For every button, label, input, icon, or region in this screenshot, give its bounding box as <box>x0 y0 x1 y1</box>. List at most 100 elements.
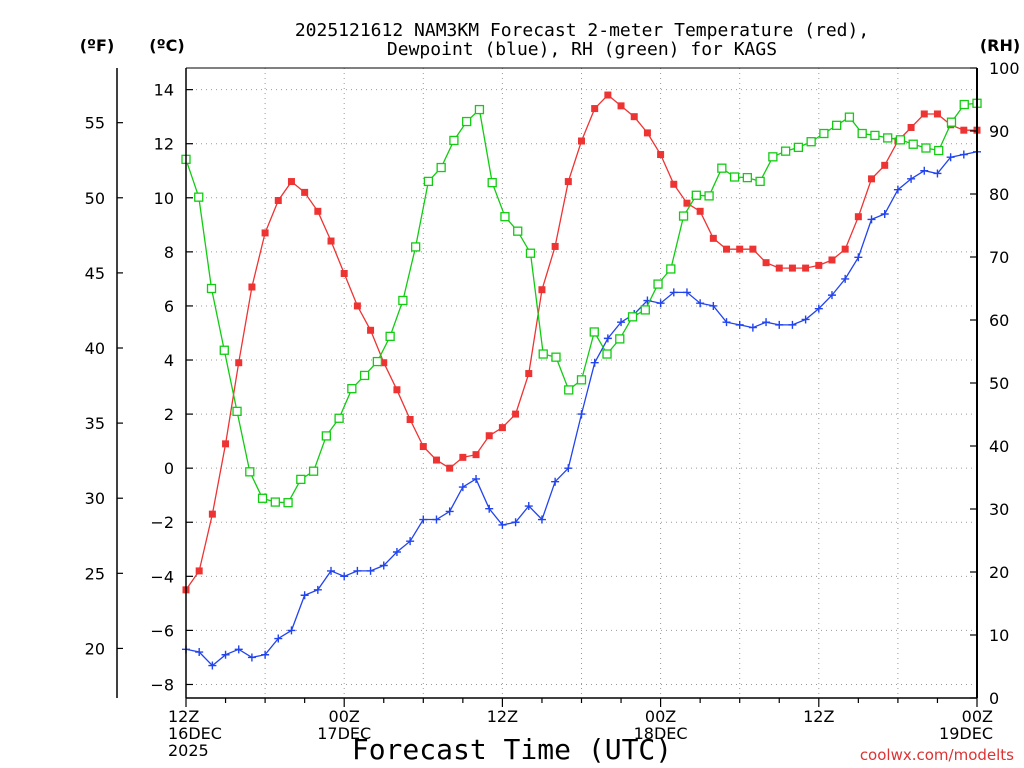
dewpoint-point <box>669 288 678 297</box>
rh-point <box>691 190 701 200</box>
rh-point <box>627 312 638 322</box>
temperature-point <box>907 123 915 131</box>
rh-point <box>245 467 255 477</box>
dewpoint-point <box>195 648 204 657</box>
rh-point <box>704 191 714 201</box>
dewpoint-point <box>313 585 322 594</box>
dewpoint-point <box>208 661 217 670</box>
dewpoint-point <box>537 515 546 524</box>
temperature-point <box>248 283 256 291</box>
rh-point <box>895 135 906 145</box>
dewpoint-point <box>775 320 784 329</box>
dewpoint-point <box>366 566 375 575</box>
series-layer <box>181 91 982 670</box>
dewpoint-point <box>551 477 560 486</box>
rh-point <box>934 145 944 156</box>
temperature-point <box>459 453 467 461</box>
temperature-point <box>868 175 876 183</box>
temperature-point <box>380 359 388 367</box>
celsius-tick-label: 6 <box>164 297 174 316</box>
dewpoint-point <box>814 304 823 313</box>
dewpoint-point <box>867 215 876 224</box>
temperature-point <box>802 264 810 272</box>
rh-point <box>410 242 421 252</box>
rh-point <box>296 474 306 485</box>
x-tick-label: 19DEC <box>939 724 993 743</box>
rh-point <box>347 384 357 394</box>
dewpoint-point <box>419 515 428 524</box>
temperature-point <box>683 199 691 207</box>
dewpoint-point <box>603 334 612 343</box>
dewpoint-point <box>406 537 415 546</box>
rh-point <box>959 99 969 110</box>
temperature-point <box>287 178 295 186</box>
x-axis-label: Forecast Time (UTC) <box>352 733 672 766</box>
temperature-point <box>920 110 928 118</box>
watermark: coolwx.com/modelts <box>860 746 1014 764</box>
rh-series <box>181 98 982 508</box>
temperature-point <box>960 126 968 134</box>
dewpoint-point <box>788 320 797 329</box>
dewpoint-point <box>261 650 270 659</box>
rh-point <box>870 130 880 141</box>
celsius-tick-label: 8 <box>164 243 174 262</box>
rh-tick-label: 100 <box>989 59 1020 78</box>
dewpoint-point <box>617 318 626 327</box>
temperature-point <box>736 245 744 253</box>
temperature-point <box>538 286 546 294</box>
rh-point <box>755 176 765 187</box>
fahrenheit-tick-label: 40 <box>85 339 105 358</box>
temperature-point <box>591 105 599 113</box>
dewpoint-point <box>735 320 744 329</box>
dewpoint-point <box>722 318 731 327</box>
rh-point <box>321 431 331 441</box>
rh-tick-label: 80 <box>989 185 1009 204</box>
dewpoint-point <box>445 507 454 516</box>
rh-point <box>308 466 319 476</box>
rh-point <box>462 116 472 127</box>
temperature-point <box>353 302 361 310</box>
dewpoint-point <box>762 318 771 327</box>
dewpoint-point <box>392 547 401 556</box>
rh-point <box>500 212 510 222</box>
temperature-point <box>564 178 572 186</box>
rh-point <box>538 349 548 359</box>
dewpoint-point <box>564 464 573 473</box>
dewpoint-point <box>827 291 836 300</box>
dewpoint-point <box>709 301 718 310</box>
dewpoint-point <box>498 520 507 529</box>
celsius-tick-label: −6 <box>150 621 174 640</box>
rh-point <box>832 120 842 130</box>
rh-tick-label: 70 <box>989 248 1009 267</box>
dewpoint-point <box>234 645 243 654</box>
rh-point <box>487 178 497 188</box>
temperature-point <box>881 161 889 169</box>
dewpoint-point <box>353 566 362 575</box>
dewpoint-point <box>432 515 441 524</box>
temperature-point <box>617 102 625 110</box>
rh-point <box>474 104 485 115</box>
rh-point <box>232 406 242 417</box>
temperature-point <box>828 256 836 264</box>
rh-point <box>551 352 561 362</box>
rh-point <box>372 356 383 367</box>
dewpoint-point <box>221 650 230 659</box>
temperature-point <box>841 245 849 253</box>
rh-point <box>423 176 434 187</box>
rh-point <box>283 498 293 508</box>
dewpoint-point <box>511 518 520 527</box>
rh-point <box>219 345 229 355</box>
temperature-line <box>185 94 977 591</box>
dewpoint-point <box>920 166 929 175</box>
fahrenheit-unit-label: (ºF) <box>80 36 115 55</box>
rh-point <box>270 497 280 507</box>
dewpoint-point <box>300 591 309 600</box>
x-tick-label: 12Z <box>168 707 199 726</box>
rh-point <box>678 211 689 221</box>
celsius-tick-label: −4 <box>150 567 174 586</box>
temperature-point <box>854 213 862 221</box>
fahrenheit-tick-label: 50 <box>85 189 105 208</box>
chart-title-line-1: 2025121612 NAM3KM Forecast 2-meter Tempe… <box>295 20 869 41</box>
fahrenheit-tick-label: 20 <box>85 639 105 658</box>
rh-point <box>742 172 753 183</box>
